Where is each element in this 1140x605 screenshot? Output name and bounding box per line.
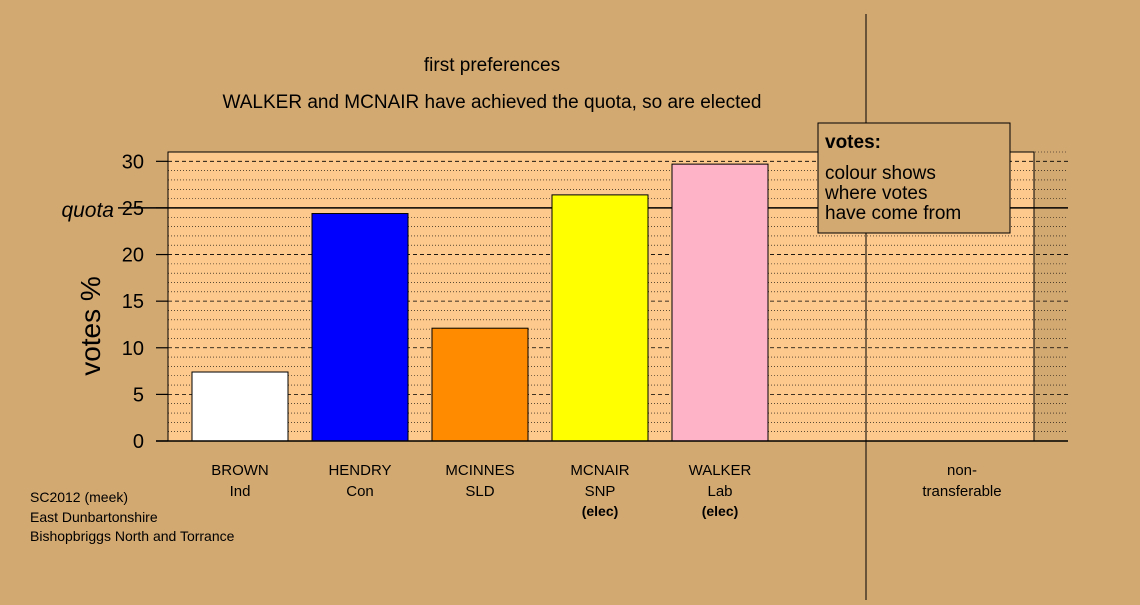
bar-walker	[671, 163, 769, 442]
x-tick-label-party: SNP	[585, 483, 616, 500]
legend: votes: colour shows where votes have com…	[817, 122, 1011, 234]
x-tick-label-party: Lab	[707, 483, 732, 500]
y-tick-label: 20	[122, 245, 144, 267]
footer-council: East Dunbartonshire	[30, 509, 158, 525]
chart-title: first preferences	[424, 55, 560, 76]
nontransferable-label-line1: non-	[947, 462, 977, 479]
nontransferable-label-line2: transferable	[922, 483, 1001, 500]
legend-line-1: colour shows	[825, 163, 936, 184]
x-tick-label-party: SLD	[465, 483, 494, 500]
label-layer: BROWN Ind HENDRY Con MCINNES SLD MCNAIR SNP (ele…	[211, 462, 751, 519]
legend-line-2: where votes	[824, 183, 927, 204]
x-tick-label-name: MCINNES	[445, 462, 514, 479]
x-tick-label-status: (elec)	[582, 503, 619, 519]
x-tick-label-name: WALKER	[689, 462, 752, 479]
x-tick-label-party: Con	[346, 483, 374, 500]
y-axis-label: votes %	[75, 276, 106, 376]
legend-heading: votes:	[825, 132, 881, 153]
y-tick-label: 10	[122, 338, 144, 360]
bar-hendry	[311, 213, 409, 442]
x-tick-label-name: MCNAIR	[570, 462, 629, 479]
x-tick-label-name: BROWN	[211, 462, 269, 479]
legend-line-3: have come from	[825, 203, 961, 224]
footer-ward: Bishopbriggs North and Torrance	[30, 528, 235, 544]
y-tick-label: 0	[133, 431, 144, 453]
quota-label: quota	[61, 199, 114, 222]
y-tick-label: 5	[133, 384, 144, 406]
x-tick-label-name: HENDRY	[328, 462, 391, 479]
bar-layer	[191, 163, 769, 442]
bar-mcnair	[551, 194, 649, 442]
x-tick-label-status: (elec)	[702, 503, 739, 519]
bar-brown	[191, 371, 289, 442]
legend-box	[817, 122, 1011, 234]
chart-subtitle: WALKER and MCNAIR have achieved the quot…	[223, 92, 762, 113]
y-tick-label: 30	[122, 151, 144, 173]
bar-mcinnes	[431, 327, 529, 442]
footer-election: SC2012 (meek)	[30, 489, 128, 505]
axis-layer: 0 5 10 15 20 25 30	[122, 151, 1068, 453]
y-tick-label: 15	[122, 291, 144, 313]
y-tick-label: 25	[122, 198, 144, 220]
x-tick-label-party: Ind	[230, 483, 251, 500]
